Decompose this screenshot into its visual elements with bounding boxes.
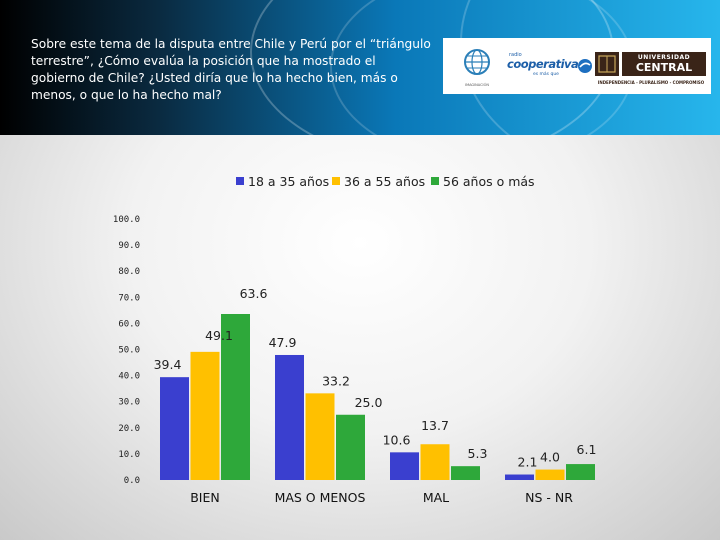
y-tick-label: 40.0 [118,372,140,382]
bar [451,466,480,480]
y-tick-label: 90.0 [118,241,140,251]
cooperativa-small: radio [509,52,522,58]
legend-label: 36 a 55 años [344,174,425,189]
legend-item: 56 años o más [431,174,535,189]
bar [535,469,565,480]
bar [160,377,189,480]
y-tick-label: 20.0 [118,424,140,434]
sponsor-logos: IMAGINACIÓN radio cooperativa es más que… [443,38,711,94]
data-label: 33.2 [322,373,350,388]
data-label: 6.1 [577,442,597,457]
universidad-line2: CENTRAL [635,61,693,74]
bar [221,314,250,480]
category-label: MAS O MENOS [275,490,366,505]
universidad-central-logo: UNIVERSIDAD CENTRAL INDEPENDENCIA - PLUR… [595,42,707,90]
imaginacion-text: IMAGINACIÓN [465,83,489,87]
shield-icon [595,52,619,76]
y-axis: 0.0 10.0 20.0 30.0 40.0 50.0 60.0 70.0 80.0 90.0 1… [113,215,140,486]
universidad-line1: UNIVERSIDAD [637,54,691,61]
legend-swatch [431,177,439,185]
legend-item: 36 a 55 años [332,174,425,189]
y-tick-label: 80.0 [118,267,140,277]
bar [275,354,304,480]
y-tick-label: 100.0 [113,215,140,225]
legend-label: 56 años o más [443,174,535,189]
y-tick-label: 60.0 [118,319,140,329]
data-label: 49.1 [205,328,233,343]
category-label: MAL [423,490,449,505]
survey-question: Sobre este tema de la disputa entre Chil… [31,37,431,102]
y-tick-label: 30.0 [118,398,140,408]
data-label: 5.3 [468,446,488,461]
bars [160,314,595,480]
data-labels: 39.4 47.9 10.6 2.1 49.1 33.2 13.7 4.0 63.6 25.0 5.… [154,286,597,470]
category-label: NS - NR [525,490,573,505]
data-label: 2.1 [518,455,538,470]
data-label: 4.0 [540,450,560,465]
header-banner: Sobre este tema de la disputa entre Chil… [0,0,720,135]
legend-swatch [332,177,340,185]
data-label: 63.6 [240,286,268,301]
cooperativa-logo: radio cooperativa es más que [507,52,592,82]
bar [420,444,450,480]
cooperativa-sub: es más que [533,72,559,77]
data-label: 10.6 [383,432,411,447]
data-label: 25.0 [355,395,383,410]
bar-chart: 18 a 35 años 36 a 55 años 56 años o más 0.… [113,174,597,505]
globe-icon [464,49,490,75]
x-axis: BIEN MAS O MENOS MAL NS - NR [190,490,573,505]
cooperativa-name: cooperativa [507,57,579,71]
bar [190,351,220,480]
legend-swatch [236,177,244,185]
y-tick-label: 10.0 [118,450,140,460]
universidad-tagline: INDEPENDENCIA - PLURALISMO - COMPROMISO [597,80,705,85]
data-label: 39.4 [154,357,182,372]
bar [305,393,335,480]
chart-legend: 18 a 35 años 36 a 55 años 56 años o más [236,174,535,189]
bar [505,474,534,480]
data-label: 47.9 [269,335,297,350]
cooperativa-swoosh-icon [578,59,592,73]
category-label: BIEN [190,490,220,505]
y-tick-label: 0.0 [124,476,140,486]
y-tick-label: 50.0 [118,346,140,356]
data-label: 13.7 [421,418,449,433]
bar [390,452,419,480]
legend-label: 18 a 35 años [248,174,329,189]
universidad-central-plate: UNIVERSIDAD CENTRAL [622,52,706,76]
legend-item: 18 a 35 años [236,174,329,189]
y-tick-label: 70.0 [118,293,140,303]
bar [336,414,365,480]
bar [566,464,595,480]
imaginacion-logo: IMAGINACIÓN [457,44,497,90]
